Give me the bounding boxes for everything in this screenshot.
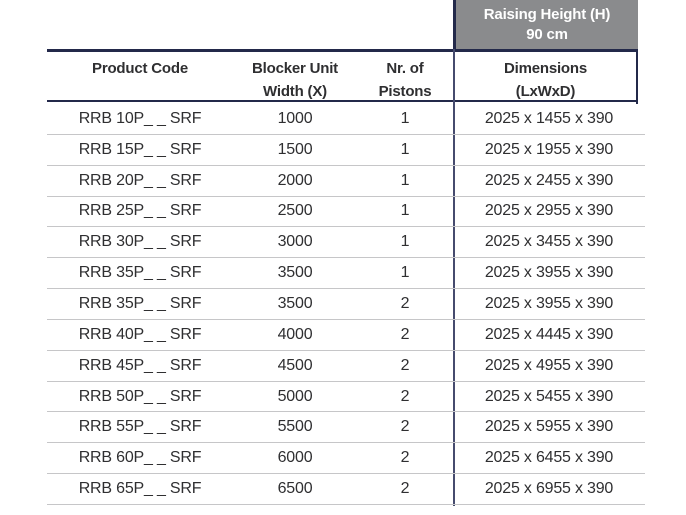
table-row: RRB 40P_ _ SRF 4000 2 2025 x 4445 x 390	[47, 320, 645, 351]
cell-product-code: RRB 45P_ _ SRF	[78, 356, 202, 374]
cell-pistons: 2	[400, 418, 410, 436]
raising-height-value: 90 cm	[526, 25, 568, 43]
cell-dimensions: 2025 x 2455 x 390	[484, 171, 614, 189]
cell-dimensions: 2025 x 4955 x 390	[484, 356, 614, 374]
column-header-label: Pistons	[378, 82, 432, 100]
cell-dimensions: 2025 x 3955 x 390	[484, 264, 614, 282]
cell-product-code: RRB 35P_ _ SRF	[78, 264, 202, 282]
cell-blocker-width: 3500	[277, 264, 313, 282]
cell-dimensions: 2025 x 2955 x 390	[484, 202, 614, 220]
table-row: RRB 20P_ _ SRF 2000 1 2025 x 2455 x 390	[47, 166, 645, 197]
cell-pistons: 1	[400, 233, 410, 251]
table-row: RRB 10P_ _ SRF 1000 1 2025 x 1455 x 390	[47, 104, 645, 135]
cell-blocker-width: 5500	[277, 418, 313, 436]
column-header-product-code: Product Code	[47, 52, 233, 100]
table-row: RRB 35P_ _ SRF 3500 2 2025 x 3955 x 390	[47, 289, 645, 320]
cell-blocker-width: 4000	[277, 325, 313, 343]
cell-pistons: 1	[400, 171, 410, 189]
cell-blocker-width: 5000	[277, 387, 313, 405]
table-rows: RRB 10P_ _ SRF 1000 1 2025 x 1455 x 390 …	[47, 104, 645, 505]
table-row: RRB 25P_ _ SRF 2500 1 2025 x 2955 x 390	[47, 197, 645, 228]
cell-product-code: RRB 20P_ _ SRF	[78, 171, 202, 189]
cell-blocker-width: 3000	[277, 233, 313, 251]
raising-height-label: Raising Height (H)	[483, 6, 611, 23]
cell-product-code: RRB 25P_ _ SRF	[78, 202, 202, 220]
cell-pistons: 2	[400, 325, 410, 343]
table-row: RRB 45P_ _ SRF 4500 2 2025 x 4955 x 390	[47, 351, 645, 382]
cell-product-code: RRB 15P_ _ SRF	[78, 140, 202, 158]
cell-pistons: 1	[400, 109, 410, 127]
cell-blocker-width: 6500	[277, 480, 313, 498]
cell-dimensions: 2025 x 5955 x 390	[484, 418, 614, 436]
column-header-label: (LxWxD)	[515, 82, 576, 100]
cell-pistons: 2	[400, 449, 410, 467]
dimensions-header-right-border	[636, 49, 638, 104]
column-header-label: Product Code	[92, 60, 188, 77]
cell-pistons: 1	[400, 202, 410, 220]
cell-dimensions: 2025 x 1455 x 390	[484, 109, 614, 127]
cell-dimensions: 2025 x 6955 x 390	[484, 480, 614, 498]
cell-product-code: RRB 65P_ _ SRF	[78, 480, 202, 498]
cell-dimensions: 2025 x 1955 x 390	[484, 140, 614, 158]
table-header-row: Product Code Blocker Unit Width (X) Nr. …	[47, 52, 638, 102]
cell-product-code: RRB 30P_ _ SRF	[78, 233, 202, 251]
column-header-dimensions: Dimensions (LxWxD)	[453, 52, 638, 100]
table-top-rule	[47, 49, 638, 52]
dimensions-column-divider	[453, 49, 455, 506]
cell-product-code: RRB 50P_ _ SRF	[78, 387, 202, 405]
cell-blocker-width: 2500	[277, 202, 313, 220]
column-header-label: Dimensions	[503, 60, 588, 77]
cell-product-code: RRB 55P_ _ SRF	[78, 418, 202, 436]
table-row: RRB 30P_ _ SRF 3000 1 2025 x 3455 x 390	[47, 227, 645, 259]
cell-product-code: RRB 10P_ _ SRF	[78, 109, 202, 127]
table-row: RRB 65P_ _ SRF 6500 2 2025 x 6955 x 390	[47, 474, 645, 505]
cell-blocker-width: 4500	[277, 356, 313, 374]
column-header-label: Blocker Unit	[252, 60, 338, 77]
table-row: RRB 15P_ _ SRF 1500 1 2025 x 1955 x 390	[47, 135, 645, 166]
raising-height-banner: Raising Height (H) 90 cm	[453, 0, 638, 49]
column-header-label: Nr. of	[386, 60, 424, 77]
cell-product-code: RRB 35P_ _ SRF	[78, 294, 202, 312]
table-row: RRB 35P_ _ SRF 3500 1 2025 x 3955 x 390	[47, 258, 645, 290]
cell-dimensions: 2025 x 6455 x 390	[484, 449, 614, 467]
cell-pistons: 1	[400, 140, 410, 158]
column-header-pistons: Nr. of Pistons	[357, 52, 453, 100]
cell-pistons: 1	[400, 264, 410, 282]
cell-pistons: 2	[400, 356, 410, 374]
cell-pistons: 2	[400, 387, 410, 405]
cell-blocker-width: 3500	[277, 294, 313, 312]
cell-pistons: 2	[400, 480, 410, 498]
table-row: RRB 50P_ _ SRF 5000 2 2025 x 5455 x 390	[47, 382, 645, 413]
cell-product-code: RRB 40P_ _ SRF	[78, 325, 202, 343]
cell-dimensions: 2025 x 3455 x 390	[484, 233, 614, 251]
table-row: RRB 55P_ _ SRF 5500 2 2025 x 5955 x 390	[47, 412, 645, 444]
cell-blocker-width: 6000	[277, 449, 313, 467]
cell-dimensions: 2025 x 4445 x 390	[484, 325, 614, 343]
cell-blocker-width: 2000	[277, 171, 313, 189]
cell-product-code: RRB 60P_ _ SRF	[78, 449, 202, 467]
table-row: RRB 60P_ _ SRF 6000 2 2025 x 6455 x 390	[47, 443, 645, 475]
column-header-label: Width (X)	[263, 82, 327, 100]
cell-pistons: 2	[400, 294, 410, 312]
cell-blocker-width: 1000	[277, 109, 313, 127]
cell-dimensions: 2025 x 3955 x 390	[484, 294, 614, 312]
cell-dimensions: 2025 x 5455 x 390	[484, 387, 614, 405]
column-header-blocker-width: Blocker Unit Width (X)	[233, 52, 357, 100]
cell-blocker-width: 1500	[277, 140, 313, 158]
